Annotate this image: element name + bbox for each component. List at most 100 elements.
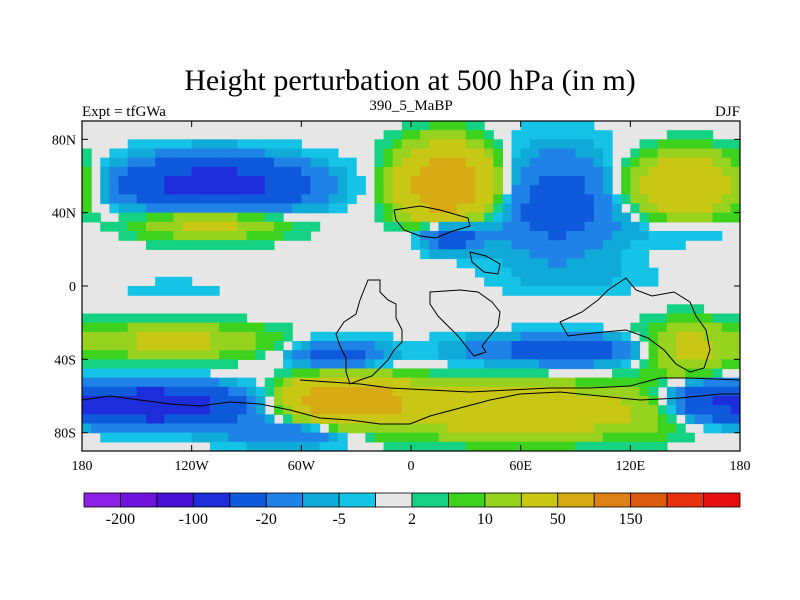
field-cell: [529, 441, 540, 451]
field-cell: [191, 157, 202, 168]
field-cell: [273, 194, 284, 205]
field-cell: [164, 157, 174, 168]
field-cell: [657, 148, 668, 159]
field-cell: [502, 441, 513, 451]
field-cell: [155, 148, 165, 159]
field-cell: [219, 139, 229, 150]
field-cell: [328, 203, 339, 214]
field-cell: [273, 148, 284, 159]
field-cell: [584, 341, 595, 351]
field-cell: [401, 396, 412, 406]
field-cell: [721, 359, 732, 370]
field-cell: [164, 203, 174, 214]
field-cell: [593, 240, 604, 250]
colorbar-swatch: [302, 492, 340, 508]
field-cell: [209, 313, 220, 324]
field-cell: [319, 441, 330, 451]
field-cell: [164, 194, 174, 205]
field-cell: [255, 331, 266, 342]
field-cell: [136, 313, 147, 324]
field-cell: [484, 148, 494, 159]
field-cell: [502, 377, 513, 388]
field-cell: [612, 212, 622, 223]
field-cell: [474, 212, 485, 223]
field-cell: [712, 203, 723, 214]
field-cell: [557, 341, 567, 351]
field-cell: [538, 240, 549, 250]
field-cell: [420, 240, 430, 250]
field-cell: [612, 231, 622, 241]
field-cell: [118, 212, 129, 223]
field-cell: [676, 212, 686, 223]
field-cell: [200, 231, 211, 241]
field-cell: [182, 432, 193, 443]
colorbar-label: -5: [332, 511, 345, 528]
field-cell: [136, 331, 147, 342]
field-cell: [219, 350, 229, 360]
field-cell: [365, 396, 376, 406]
field-cell: [712, 148, 723, 159]
field-cell: [474, 359, 485, 370]
field-cell: [648, 194, 659, 205]
field-cell: [118, 368, 129, 379]
field-cell: [621, 414, 631, 425]
field-cell: [694, 377, 705, 388]
field-cell: [520, 130, 531, 140]
field-cell: [429, 396, 440, 406]
field-cell: [337, 396, 348, 406]
field-cell: [593, 212, 604, 223]
field-cell: [255, 341, 266, 351]
field-cell: [411, 432, 421, 443]
field-cell: [383, 441, 394, 451]
field-cell: [429, 368, 440, 379]
field-cell: [118, 185, 129, 195]
field-cell: [639, 359, 650, 370]
field-cell: [465, 185, 476, 195]
field-cell: [730, 341, 740, 351]
field-cell: [438, 185, 449, 195]
field-cell: [712, 350, 723, 360]
field-cell: [484, 194, 494, 205]
field-cell: [703, 386, 714, 397]
field-cell: [566, 258, 577, 269]
field-cell: [109, 221, 120, 232]
field-cell: [91, 341, 101, 351]
field-cell: [566, 166, 577, 177]
field-cell: [484, 130, 494, 140]
field-cell: [82, 377, 92, 388]
field-cell: [493, 221, 503, 232]
field-cell: [602, 423, 613, 434]
field-cell: [155, 231, 165, 241]
field-cell: [155, 139, 165, 150]
field-cell: [383, 176, 394, 186]
field-cell: [612, 386, 622, 397]
field-cell: [593, 441, 604, 451]
field-cell: [200, 313, 211, 324]
field-cell: [228, 185, 238, 195]
field-cell: [328, 157, 339, 168]
field-cell: [676, 304, 686, 315]
field-cell: [173, 386, 184, 397]
field-cell: [255, 221, 266, 232]
field-cell: [529, 331, 540, 342]
field-cell: [648, 368, 659, 379]
field-cell: [337, 166, 348, 177]
field-cell: [136, 386, 147, 397]
field-cell: [91, 331, 101, 342]
field-cell: [173, 313, 184, 324]
field-cell: [685, 405, 695, 415]
field-cell: [283, 386, 293, 397]
field-cell: [511, 157, 522, 168]
field-cell: [538, 249, 549, 260]
field-cell: [456, 405, 467, 415]
field-cell: [612, 286, 622, 296]
field-cell: [292, 386, 302, 397]
field-cell: [191, 396, 202, 406]
field-cell: [118, 322, 129, 333]
field-cell: [109, 176, 120, 186]
field-cell: [484, 240, 494, 250]
field-cell: [237, 194, 248, 205]
field-cell: [109, 350, 120, 360]
field-cell: [730, 377, 740, 388]
field-cell: [575, 359, 586, 370]
